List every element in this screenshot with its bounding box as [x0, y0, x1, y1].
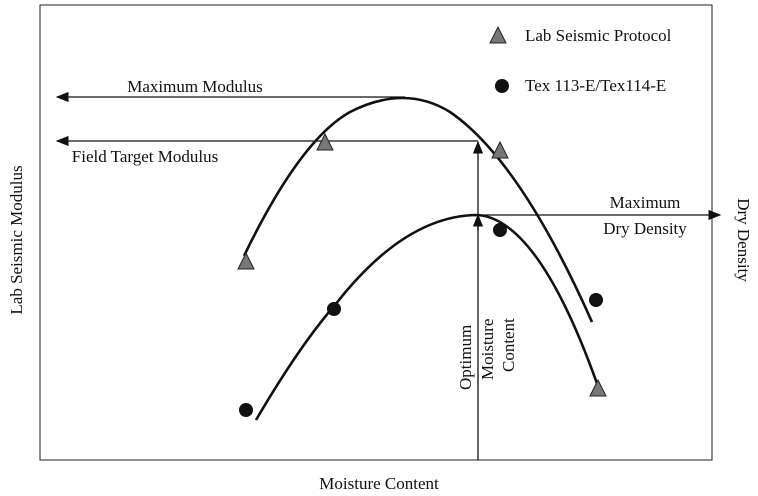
annotation: Dry Density — [603, 219, 687, 238]
circle-marker — [327, 302, 341, 316]
x-label: Moisture Content — [319, 474, 439, 493]
legend-triangle — [489, 25, 507, 44]
annotation: Field Target Modulus — [72, 147, 218, 166]
legend-label: Lab Seismic Protocol — [525, 26, 672, 45]
y-left-label: Lab Seismic Modulus — [7, 165, 26, 314]
legend-label: Tex 113-E/Tex114-E — [525, 76, 666, 95]
y-right-label: Dry Density — [734, 198, 753, 282]
triangle-marker — [491, 140, 509, 159]
annotation: Moisture — [478, 319, 497, 380]
annotation: Maximum — [610, 193, 681, 212]
legend-circle — [495, 79, 509, 93]
circle-marker — [589, 293, 603, 307]
modulus-curve — [242, 96, 594, 323]
density-curve — [254, 213, 602, 421]
frame — [39, 4, 713, 461]
triangle-marker — [589, 378, 607, 397]
annotation: Content — [499, 318, 518, 372]
triangle-marker — [316, 132, 334, 151]
circle-marker — [493, 223, 507, 237]
annotation: Maximum Modulus — [127, 77, 263, 96]
circle-marker — [239, 403, 253, 417]
triangle-marker — [237, 251, 255, 270]
annotation: Optimum — [456, 325, 475, 390]
